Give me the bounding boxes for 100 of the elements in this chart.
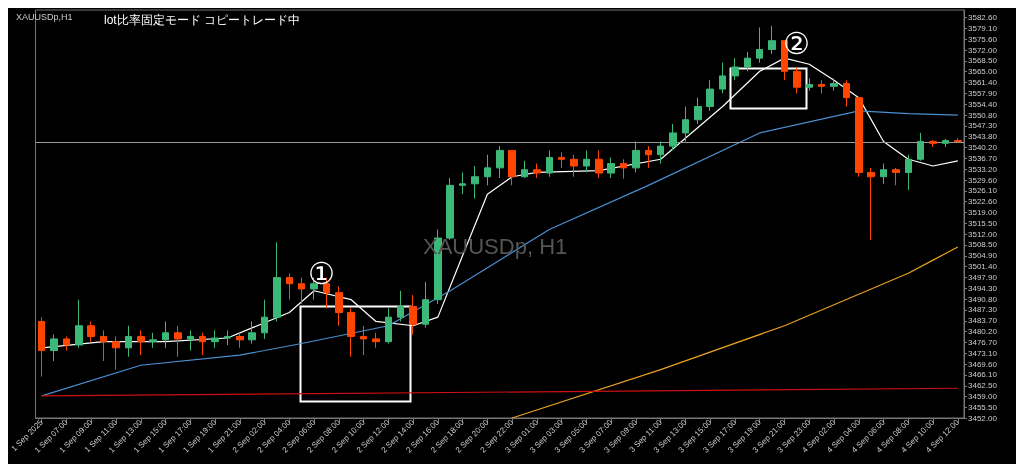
candlestick: [744, 51, 751, 72]
y-tick-label: 3540.20: [968, 143, 998, 153]
y-tick-label: 3522.60: [968, 197, 998, 207]
candlestick: [905, 154, 912, 191]
y-tick-label: 3494.30: [968, 283, 998, 293]
y-tick-label: 3565.00: [968, 67, 998, 77]
candlestick: [162, 320, 169, 349]
y-tick-label: 3515.50: [968, 218, 998, 228]
candlestick: [236, 332, 244, 349]
candlestick: [248, 320, 256, 345]
candlestick: [533, 163, 541, 179]
candlestick: [273, 241, 281, 322]
y-tick-label: 3462.50: [968, 381, 998, 391]
y-tick-label: 3533.20: [968, 164, 998, 174]
candlestick: [397, 290, 404, 322]
annotation: XAUUSDp,H1: [16, 11, 73, 22]
y-tick-label: 3459.00: [968, 392, 998, 402]
candlestick: [63, 335, 70, 352]
candlestick: [706, 79, 714, 112]
candlestick: [50, 334, 58, 362]
candlestick: [508, 149, 516, 186]
candlestick: [496, 145, 504, 179]
candlestick: [422, 281, 429, 329]
candlestick: [880, 163, 887, 185]
candlestick: [595, 149, 603, 179]
candlestick: [583, 149, 590, 173]
candlestick: [298, 277, 305, 305]
candlestick: [347, 307, 355, 358]
y-tick-label: 3504.90: [968, 251, 998, 261]
y-tick-label: 3512.00: [968, 229, 998, 239]
y-tick-label: 3483.70: [968, 316, 998, 326]
y-tick-label: 3554.40: [968, 99, 998, 109]
y-tick-label: 3473.10: [968, 348, 998, 358]
y-tick-label: 3476.70: [968, 337, 998, 347]
candlestick: [149, 332, 157, 349]
y-tick-label: 3452.00: [968, 413, 998, 423]
annotation: lot比率固定モード コピートレード中: [104, 13, 301, 27]
candlestick: [867, 167, 875, 241]
y-tick-label: 3469.60: [968, 359, 998, 369]
y-tick-label: 3480.20: [968, 327, 998, 337]
candlestick: [174, 325, 182, 358]
candlestick: [446, 177, 454, 241]
candlestick: [87, 320, 95, 343]
candlestick: [112, 335, 120, 371]
candlestick: [137, 329, 145, 356]
candlestick: [929, 139, 937, 148]
y-tick-label: 3543.80: [968, 132, 998, 142]
candlestick: [657, 141, 664, 165]
candlestick: [830, 77, 838, 92]
candlestick: [38, 316, 45, 378]
candlestick: [954, 137, 962, 143]
candlestick: [372, 332, 380, 349]
y-tick-label: 3568.50: [968, 56, 998, 66]
y-tick-label: 3487.30: [968, 305, 998, 315]
candlestick: [459, 171, 466, 195]
candlestick: [335, 286, 343, 327]
candlestick: [669, 123, 677, 151]
candlestick: [286, 272, 293, 301]
y-tick-label: 3490.80: [968, 294, 998, 304]
candlestick: [818, 79, 825, 94]
candlestick: [855, 97, 863, 178]
candlestick: [211, 329, 219, 349]
candlestick: [768, 25, 776, 55]
y-tick-label: 3529.60: [968, 175, 998, 185]
candlestick: [187, 329, 194, 352]
candlestick: [224, 329, 231, 346]
y-tick-label: 3508.50: [968, 240, 998, 250]
line-series: [41, 110, 959, 397]
candlestick: [409, 294, 417, 336]
y-tick-label: 3501.40: [968, 262, 998, 272]
candlestick: [645, 145, 652, 169]
candlestick: [546, 149, 553, 178]
candlestick: [942, 138, 949, 148]
candlestick: [570, 154, 578, 178]
candlestick: [793, 66, 801, 94]
candlestick: [471, 165, 479, 200]
candlestick: [75, 299, 83, 349]
y-tick-label: 3547.30: [968, 121, 998, 131]
candlestick: [694, 97, 702, 125]
candlestick: [731, 57, 739, 81]
candlestick: [125, 325, 132, 358]
candlestick: [719, 62, 726, 94]
y-tick-label: 3466.10: [968, 370, 998, 380]
candlestick: [843, 79, 850, 108]
y-tick-label: 3497.90: [968, 272, 998, 282]
y-tick-label: 3575.60: [968, 34, 998, 44]
candlestick: [682, 106, 689, 142]
y-tick-label: 3557.90: [968, 88, 998, 98]
candlestick: [521, 160, 528, 179]
candlestick: [892, 167, 900, 186]
candlestick: [917, 132, 924, 162]
candlestick: [620, 158, 627, 180]
candlestick: [558, 151, 565, 169]
y-tick-label: 3455.50: [968, 402, 998, 412]
y-tick-label: 3526.10: [968, 186, 998, 196]
candlestick: [607, 156, 615, 179]
y-tick-label: 3536.70: [968, 153, 998, 163]
candlestick: [360, 325, 367, 356]
y-tick-label: 3561.40: [968, 78, 998, 88]
candlestick: [484, 154, 491, 186]
